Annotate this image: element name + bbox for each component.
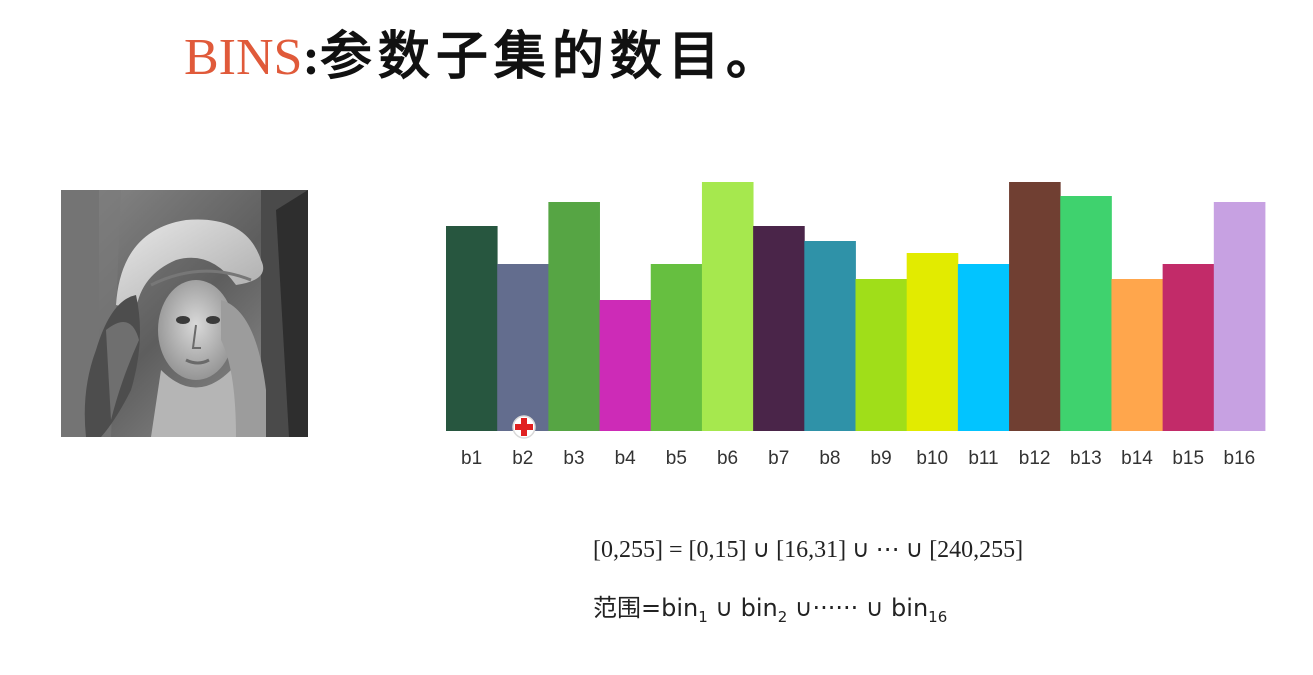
range-formula: [0,255] = [0,15] ∪ [16,31] ∪ ⋯ ∪ [240,25…: [593, 537, 1024, 563]
bar-b9: [855, 279, 908, 431]
title-text: 参数子集的数目。: [319, 26, 784, 87]
tick-label-b15: b15: [1172, 448, 1204, 469]
formula-union-1: ∪ bin: [707, 594, 778, 622]
tick-label-b1: b1: [461, 448, 482, 469]
tick-label-b4: b4: [615, 448, 637, 469]
bar-b16: [1213, 202, 1266, 431]
bar-b10: [906, 253, 959, 431]
tick-labels-layer: b1 b2 b3 b4 b5 b6 b7 b8 b9 b10 b11 b12 b13 b14 b15 b16: [461, 448, 1255, 469]
formula-sub-2: 2: [777, 608, 788, 626]
bar-b15: [1162, 264, 1215, 431]
tick-label-b14: b14: [1121, 448, 1153, 469]
bars-layer: [446, 182, 1266, 431]
tick-label-b13: b13: [1070, 448, 1102, 469]
bar-b6: [701, 182, 754, 431]
bar-b1: [446, 226, 498, 431]
tick-label-b2: b2: [512, 448, 533, 469]
formula-sub-1: 1: [698, 608, 708, 626]
formula-union-2: ∪······ ∪ bin: [787, 594, 929, 622]
bin-union-formula: 范围=bin1 ∪ bin2 ∪······ ∪ bin16: [593, 588, 947, 626]
bar-b8: [804, 241, 856, 431]
bar-b3: [548, 202, 600, 431]
slide-title: BINS:参数子集的数目。: [184, 22, 784, 92]
tick-label-b12: b12: [1019, 448, 1051, 469]
tick-label-b5: b5: [666, 448, 687, 469]
bar-b2: [497, 264, 549, 431]
tick-label-b3: b3: [563, 448, 584, 469]
formula-sub-3: 16: [928, 608, 948, 626]
bar-b11: [957, 264, 1010, 431]
tick-label-b7: b7: [768, 448, 789, 469]
tick-label-b9: b9: [871, 448, 892, 469]
formula-prefix: 范围=bin: [593, 594, 699, 622]
bar-b14: [1111, 279, 1164, 431]
tick-label-b6: b6: [717, 448, 738, 469]
grayscale-portrait-photo: [61, 190, 308, 437]
tick-label-b16: b16: [1224, 448, 1256, 469]
bar-b5: [650, 264, 703, 431]
title-accent: BINS: [184, 29, 303, 86]
tick-label-b10: b10: [916, 448, 948, 469]
tick-label-b8: b8: [819, 448, 840, 469]
tick-label-b11: b11: [968, 448, 998, 469]
bar-b7: [753, 226, 805, 431]
bar-b4: [599, 300, 652, 431]
title-colon: :: [302, 29, 320, 86]
bar-b13: [1060, 196, 1112, 431]
red-cross-cursor-icon: [512, 415, 536, 439]
bar-b12: [1009, 182, 1061, 431]
